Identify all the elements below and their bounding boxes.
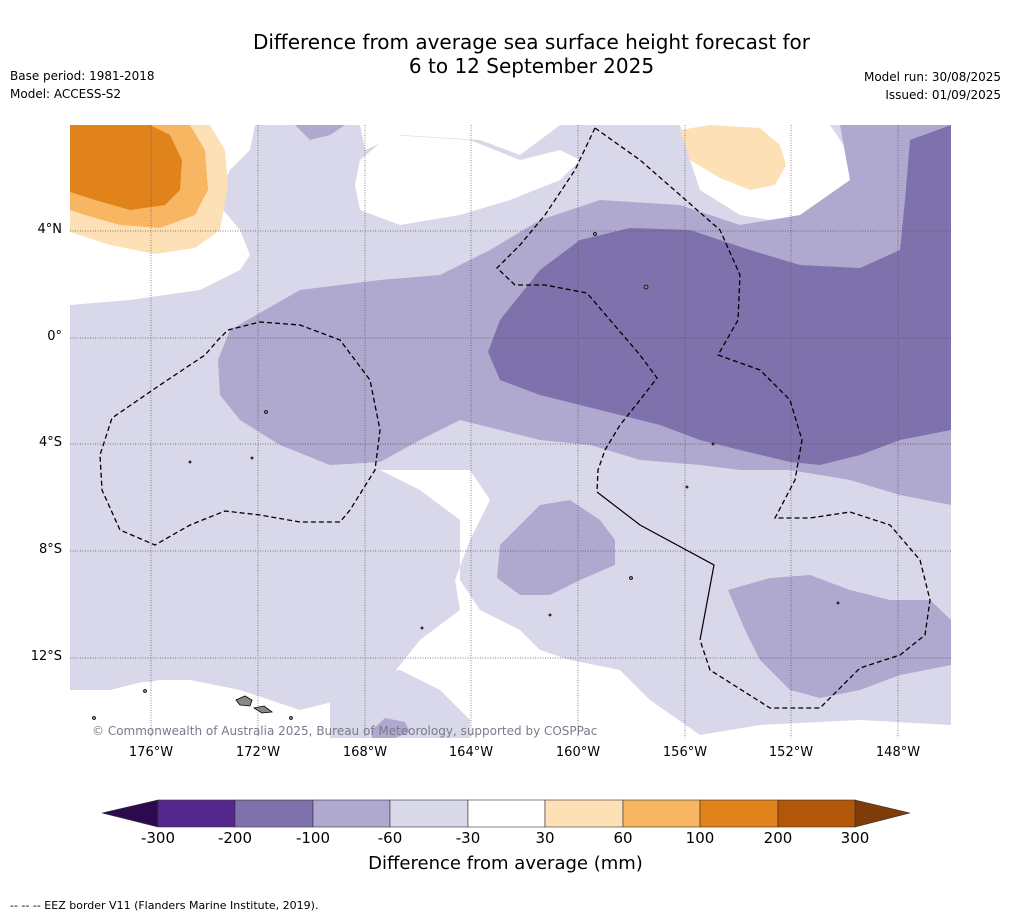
chart-title: Difference from average sea surface heig…: [0, 30, 1011, 78]
contour-mid-south-blob-2: [728, 575, 951, 698]
title-line-1: Difference from average sea surface heig…: [252, 30, 811, 54]
islands: [92, 232, 840, 720]
colorbar-label: 60: [613, 829, 633, 847]
x-tick-label: 152°W: [768, 745, 814, 760]
colorbar-bin-1: [157, 799, 236, 828]
colorbar-label: -60: [377, 829, 403, 847]
x-tick-label: 164°W: [448, 745, 494, 760]
y-tick-label: 12°S: [30, 649, 62, 664]
island-samoa-b: [252, 705, 274, 714]
model-run: Model run: 30/08/2025: [863, 70, 1001, 84]
copyright-notice: © Commonwealth of Australia 2025, Bureau…: [92, 724, 598, 738]
colorbar-bin-3: [312, 799, 391, 828]
contour-mid-top: [295, 125, 345, 140]
colorbar-bin-6: [544, 799, 624, 828]
colorbar-title: Difference from average (mm): [368, 853, 643, 874]
x-tick-label: 156°W: [662, 745, 708, 760]
maritime-boundary-line: [596, 491, 715, 641]
base-period: Base period: 1981-2018: [10, 69, 155, 83]
colorbar-bin-2: [234, 799, 314, 828]
colorbar-bin-8: [699, 799, 779, 828]
colorbar-label: 200: [763, 829, 793, 847]
issued-date: Issued: 01/09/2025: [885, 88, 1001, 102]
x-tick-label: 148°W: [875, 745, 921, 760]
contour-pale-orange-ne: [680, 125, 786, 190]
colorbar-extend-high: [854, 799, 911, 828]
title-line-2: 6 to 12 September 2025: [408, 54, 655, 78]
grid-lines: [70, 125, 951, 738]
x-tick-label: 172°W: [235, 745, 281, 760]
colorbar-bin-4: [389, 799, 469, 828]
island-samoa-a: [235, 695, 253, 707]
x-tick-label: 168°W: [342, 745, 388, 760]
y-tick-label: 8°S: [38, 542, 62, 557]
x-tick-label: 176°W: [128, 745, 174, 760]
colorbar-label: -30: [455, 829, 481, 847]
contour-mid-south-blob-1: [497, 500, 615, 595]
contour-light-sw-blob: [105, 608, 208, 682]
contour-white-north-west: [355, 135, 580, 225]
meta-right: Model run: 30/08/2025 Issued: 01/09/2025: [864, 68, 1001, 104]
colorbar-extend-low: [101, 799, 159, 828]
colorbar-label: -200: [217, 829, 253, 847]
colorbar-bin-7: [622, 799, 701, 828]
colorbar-label: 30: [535, 829, 555, 847]
eez-borders: [99, 127, 931, 709]
x-tick-label: 160°W: [555, 745, 601, 760]
colorbar-label: -300: [140, 829, 176, 847]
contour-white-south-central: [70, 470, 951, 738]
meta-left: Base period: 1981-2018 Model: ACCESS-S2: [10, 67, 155, 103]
y-tick-label: 4°N: [37, 222, 63, 237]
colorbar-label: 100: [685, 829, 715, 847]
y-tick-label: 0°: [47, 329, 62, 344]
contour-mid-small-blob: [372, 718, 410, 738]
colorbar-label: -100: [295, 829, 331, 847]
footnote-eez: -- -- -- EEZ border V11 (Flanders Marine…: [10, 899, 319, 912]
colorbar-bin-5: [467, 799, 546, 828]
contour-white-south-fix: [620, 640, 720, 700]
colorbar-label: 300: [840, 829, 870, 847]
y-tick-label: 4°S: [38, 435, 62, 450]
model-name: Model: ACCESS-S2: [10, 87, 122, 101]
colorbar: [101, 799, 911, 828]
contour-dark-lavender: [488, 125, 951, 465]
colorbar-bin-9: [777, 799, 856, 828]
contour-dark-orange-nw: [70, 125, 182, 210]
